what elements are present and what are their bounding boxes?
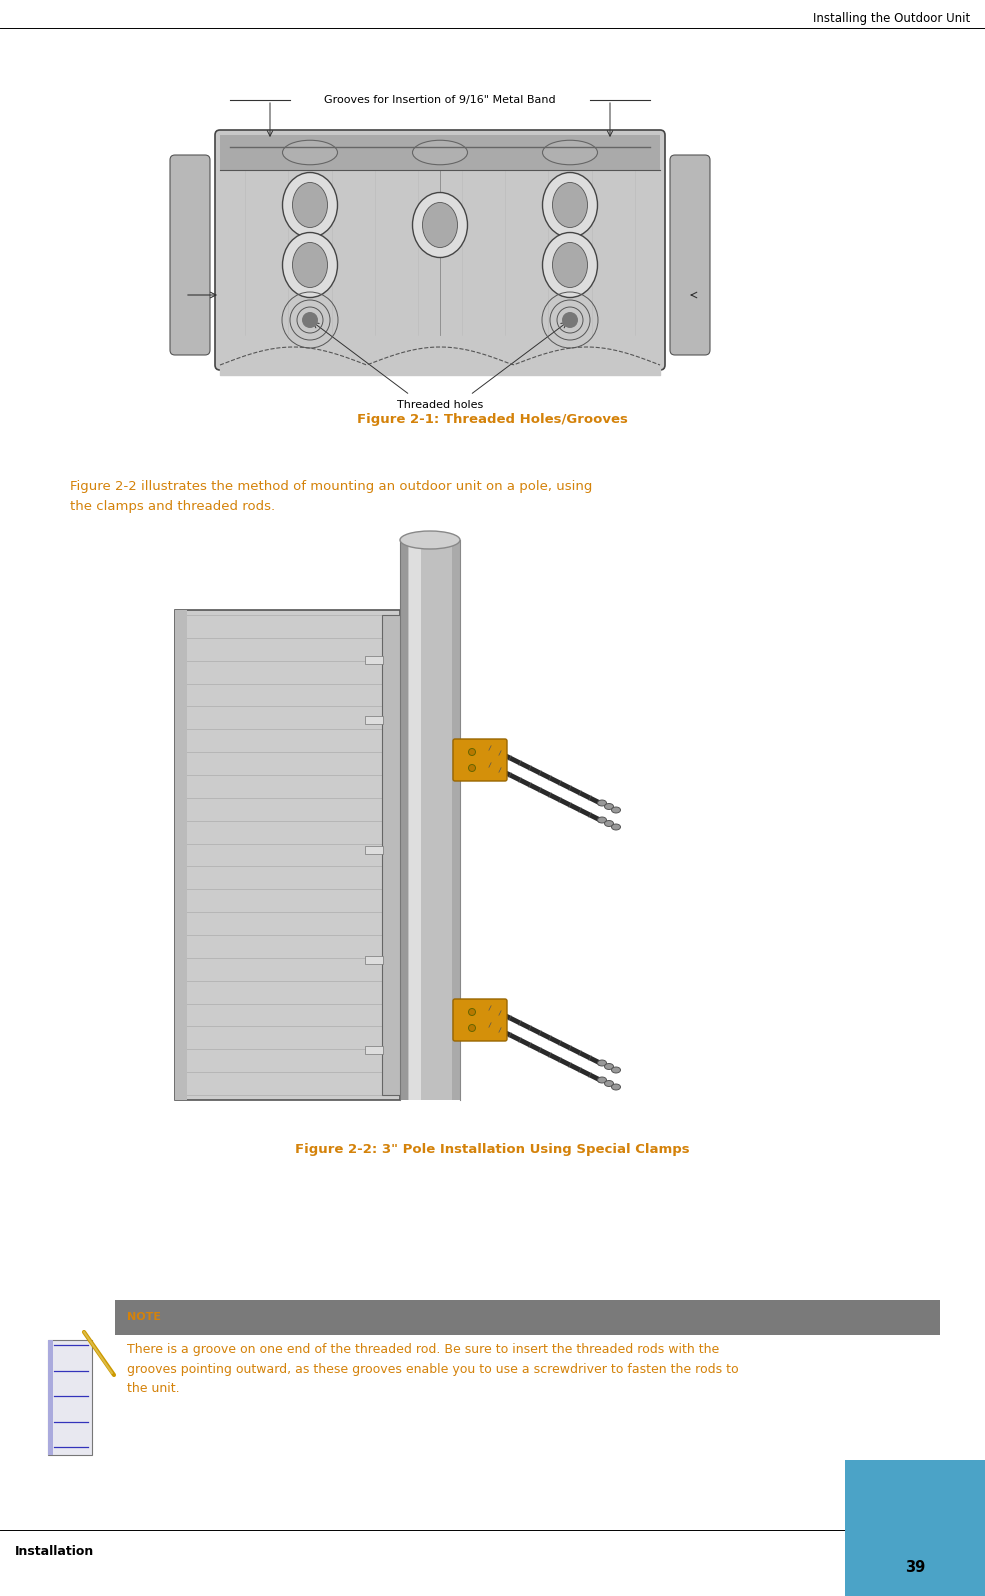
- Bar: [48, 1341, 53, 1456]
- Bar: [365, 1045, 383, 1053]
- Text: NOTE: NOTE: [127, 1312, 161, 1323]
- Bar: [400, 539, 460, 1100]
- Ellipse shape: [605, 803, 614, 809]
- Ellipse shape: [413, 140, 468, 164]
- Circle shape: [469, 749, 476, 755]
- FancyBboxPatch shape: [670, 155, 710, 354]
- Ellipse shape: [293, 243, 327, 287]
- Circle shape: [469, 1009, 476, 1015]
- Ellipse shape: [612, 824, 621, 830]
- Ellipse shape: [283, 233, 338, 297]
- Bar: [175, 610, 187, 1100]
- Ellipse shape: [400, 531, 460, 549]
- Ellipse shape: [598, 1060, 607, 1066]
- Circle shape: [469, 1025, 476, 1031]
- Text: There is a groove on one end of the threaded rod. Be sure to insert the threaded: There is a groove on one end of the thre…: [127, 1342, 739, 1395]
- Bar: [409, 539, 421, 1100]
- Ellipse shape: [283, 140, 338, 164]
- Ellipse shape: [612, 1084, 621, 1090]
- Ellipse shape: [413, 193, 468, 257]
- Bar: [845, 1460, 985, 1491]
- Text: Figure 2-1: Threaded Holes/Grooves: Figure 2-1: Threaded Holes/Grooves: [358, 413, 628, 426]
- Ellipse shape: [598, 800, 607, 806]
- Ellipse shape: [612, 808, 621, 812]
- Bar: [48, 1341, 92, 1456]
- Bar: [382, 614, 404, 1095]
- Ellipse shape: [543, 172, 598, 238]
- Bar: [175, 610, 400, 1100]
- Circle shape: [469, 764, 476, 771]
- Ellipse shape: [605, 1063, 614, 1069]
- Ellipse shape: [605, 820, 614, 827]
- Text: Grooves for Insertion of 9/16" Metal Band: Grooves for Insertion of 9/16" Metal Ban…: [324, 96, 556, 105]
- Ellipse shape: [423, 203, 457, 247]
- Text: Installation: Installation: [15, 1545, 95, 1558]
- Bar: [400, 539, 408, 1100]
- Ellipse shape: [293, 182, 327, 228]
- Circle shape: [302, 311, 318, 329]
- Bar: [115, 1301, 940, 1334]
- Ellipse shape: [543, 233, 598, 297]
- Text: Threaded holes: Threaded holes: [397, 401, 483, 410]
- Ellipse shape: [612, 1068, 621, 1073]
- Bar: [220, 136, 660, 171]
- Bar: [365, 956, 383, 964]
- Ellipse shape: [553, 243, 587, 287]
- Text: Installing the Outdoor Unit: Installing the Outdoor Unit: [813, 13, 970, 26]
- Text: Figure 2-2 illustrates the method of mounting an outdoor unit on a pole, using
t: Figure 2-2 illustrates the method of mou…: [70, 480, 592, 512]
- Bar: [845, 1491, 985, 1596]
- Circle shape: [562, 311, 578, 329]
- Ellipse shape: [605, 1080, 614, 1087]
- Ellipse shape: [283, 172, 338, 238]
- FancyBboxPatch shape: [215, 129, 665, 370]
- FancyBboxPatch shape: [453, 999, 507, 1041]
- Bar: [365, 656, 383, 664]
- Text: 39: 39: [905, 1561, 925, 1575]
- Text: Figure 2-2: 3" Pole Installation Using Special Clamps: Figure 2-2: 3" Pole Installation Using S…: [296, 1143, 690, 1157]
- FancyBboxPatch shape: [170, 155, 210, 354]
- Bar: [365, 717, 383, 725]
- Bar: [452, 539, 460, 1100]
- Ellipse shape: [598, 817, 607, 824]
- Ellipse shape: [598, 1077, 607, 1084]
- Bar: [365, 846, 383, 854]
- FancyBboxPatch shape: [453, 739, 507, 780]
- Ellipse shape: [543, 140, 598, 164]
- Ellipse shape: [553, 182, 587, 228]
